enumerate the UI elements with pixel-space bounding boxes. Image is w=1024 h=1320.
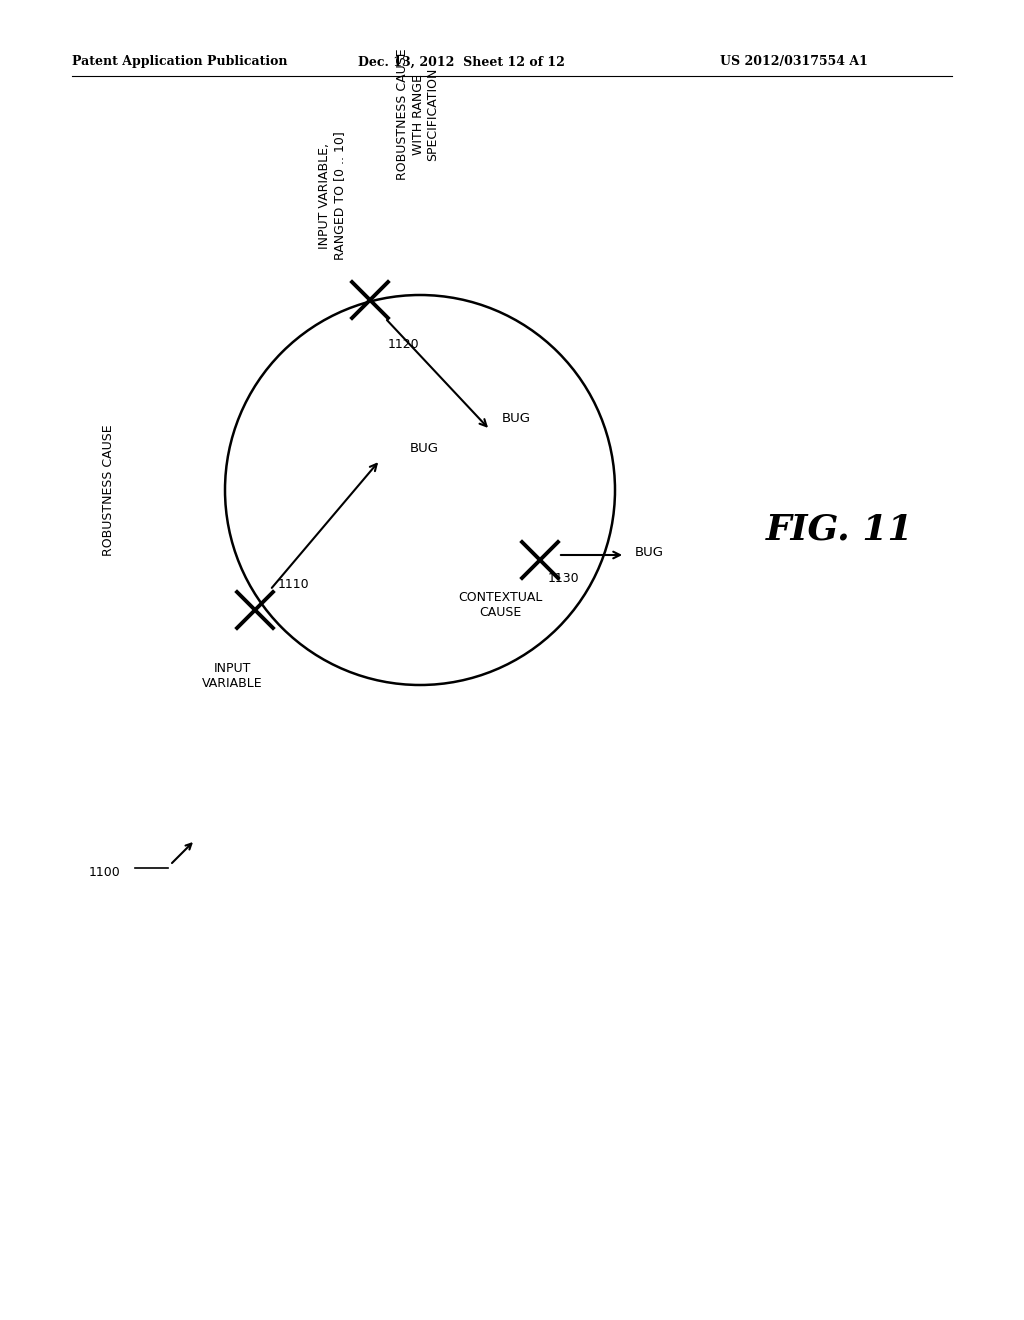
Text: BUG: BUG (635, 545, 664, 558)
Text: 1130: 1130 (548, 572, 580, 585)
Text: BUG: BUG (410, 441, 439, 454)
Text: ROBUSTNESS CAUSE: ROBUSTNESS CAUSE (101, 424, 115, 556)
Text: CONTEXTUAL
CAUSE: CONTEXTUAL CAUSE (458, 591, 542, 619)
Text: Dec. 13, 2012  Sheet 12 of 12: Dec. 13, 2012 Sheet 12 of 12 (358, 55, 565, 69)
Text: 1110: 1110 (278, 578, 309, 591)
Text: INPUT VARIABLE,
RANGED TO [0 .. 10]: INPUT VARIABLE, RANGED TO [0 .. 10] (318, 131, 346, 260)
Text: BUG: BUG (502, 412, 531, 425)
Text: 1100: 1100 (88, 866, 120, 879)
Text: INPUT
VARIABLE: INPUT VARIABLE (202, 663, 262, 690)
Text: ROBUSTNESS CAUSE
WITH RANGE
SPECIFICATION: ROBUSTNESS CAUSE WITH RANGE SPECIFICATIO… (396, 49, 439, 180)
Text: 1120: 1120 (388, 338, 420, 351)
Text: US 2012/0317554 A1: US 2012/0317554 A1 (720, 55, 868, 69)
Text: Patent Application Publication: Patent Application Publication (72, 55, 288, 69)
Text: FIG. 11: FIG. 11 (766, 513, 913, 546)
